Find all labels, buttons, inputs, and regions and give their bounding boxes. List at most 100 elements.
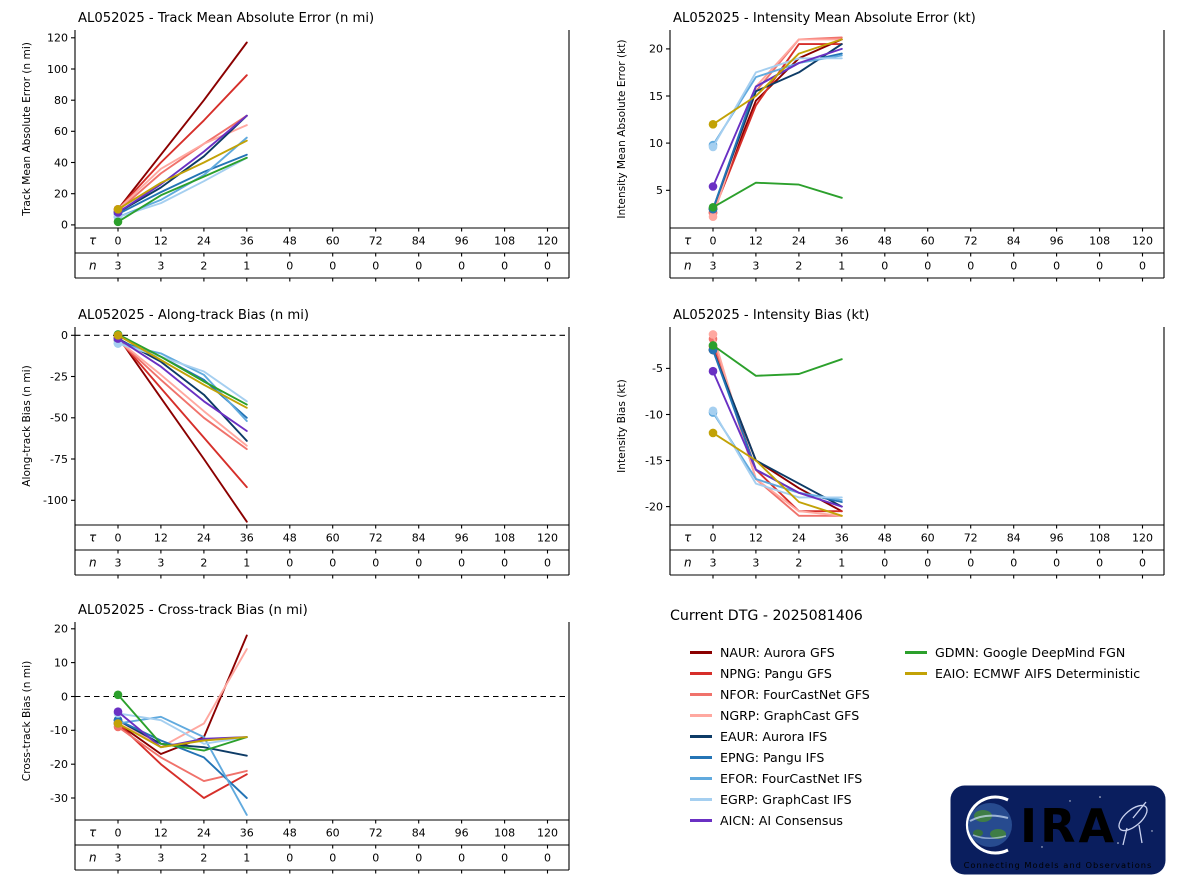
y-axis: Intensity Mean Absolute Error (kt) 5 10 15 2… xyxy=(616,39,670,219)
tau-row: τ 0 12 24 36 48 60 72 84 96 108 120 xyxy=(89,234,558,248)
legend-item-label: EFOR: FourCastNet IFS xyxy=(720,771,863,786)
tau-tick-label: 120 xyxy=(537,827,558,840)
series-EPNG xyxy=(712,52,843,211)
n-count-label: 0 xyxy=(286,260,293,273)
tau-tick-label: 36 xyxy=(835,235,849,248)
series-GDMN xyxy=(117,333,248,406)
legend-item-nfor: NFOR: FourCastNet GFS xyxy=(690,684,905,705)
legend-item-label: EPNG: Pangu IFS xyxy=(720,750,825,765)
cira-logo: IRA Connecting Models and Observations xyxy=(950,785,1166,881)
n-count-label: 2 xyxy=(200,260,207,273)
tau-tick-label: 72 xyxy=(369,235,383,248)
tau-tick-label: 96 xyxy=(1050,235,1064,248)
y-axis-label: Along-track Bias (n mi) xyxy=(21,365,33,486)
n-count-label: 0 xyxy=(1010,260,1017,273)
tau-tick-label: 12 xyxy=(749,235,763,248)
tau-tick-label: 0 xyxy=(115,235,122,248)
legend-item-label: GDMN: Google DeepMind FGN xyxy=(935,645,1126,660)
n-count-label: 0 xyxy=(544,557,551,570)
y-tick-label: 0 xyxy=(61,219,68,232)
tau-tick-label: 96 xyxy=(1050,532,1064,545)
chart-title: AL052025 - Track Mean Absolute Error (n … xyxy=(78,11,374,26)
n-count-label: 0 xyxy=(1096,557,1103,570)
n-count-label: 0 xyxy=(501,557,508,570)
tau-tick-label: 120 xyxy=(537,235,558,248)
intensity-mae-chart: AL052025 - Intensity Mean Absolute Error… xyxy=(612,6,1172,286)
n-count-label: 0 xyxy=(329,852,336,865)
n-count-label: 0 xyxy=(286,557,293,570)
y-tick-label: -10 xyxy=(50,724,68,737)
chart-canvas: AL052025 - Along-track Bias (n mi)Along-… xyxy=(21,308,570,579)
y-tick-label: -20 xyxy=(645,500,663,513)
y-tick-label: -5 xyxy=(652,362,663,375)
tau-tick-label: 108 xyxy=(1089,235,1110,248)
series-NGRP xyxy=(712,333,843,517)
series-GDMN xyxy=(712,344,843,377)
y-tick-label: 20 xyxy=(54,188,68,201)
marker-AICN xyxy=(708,366,718,376)
n-symbol: n xyxy=(89,556,97,570)
legend-line-swatch xyxy=(690,672,712,675)
marker-AICN xyxy=(708,182,718,191)
n-row: n 3 3 2 1 0 0 0 0 0 0 0 xyxy=(684,259,1146,273)
tau-tick-label: 108 xyxy=(494,532,515,545)
series-EAUR xyxy=(712,349,843,508)
n-count-label: 3 xyxy=(752,260,759,273)
series-EAIO xyxy=(712,431,843,517)
legend-item-ngrp: NGRP: GraphCast GFS xyxy=(690,705,905,726)
legend-item-label: EGRP: GraphCast IFS xyxy=(720,792,852,807)
n-count-label: 0 xyxy=(372,260,379,273)
y-tick-label: 15 xyxy=(649,90,663,103)
axes-frame xyxy=(669,30,1165,282)
tau-tick-label: 60 xyxy=(326,827,340,840)
legend-line-swatch xyxy=(690,693,712,696)
tau-symbol: τ xyxy=(684,531,692,545)
n-count-label: 0 xyxy=(881,260,888,273)
axes-frame xyxy=(74,622,570,874)
logo-wordmark: IRA xyxy=(1020,799,1117,853)
n-count-label: 0 xyxy=(501,260,508,273)
n-count-label: 0 xyxy=(458,260,465,273)
tau-tick-label: 84 xyxy=(412,532,426,545)
y-tick-label: -50 xyxy=(50,412,68,425)
intensity-bias-chart: AL052025 - Intensity Bias (kt) Intensity … xyxy=(612,303,1172,583)
legend-line-swatch xyxy=(690,714,712,717)
logo-tagline: Connecting Models and Observations xyxy=(964,860,1153,870)
n-count-label: 2 xyxy=(200,557,207,570)
tau-tick-label: 84 xyxy=(1007,235,1021,248)
legend-item-label: NFOR: FourCastNet GFS xyxy=(720,687,870,702)
series-NFOR xyxy=(117,339,248,451)
legend-line-swatch xyxy=(690,777,712,780)
tau-tick-label: 84 xyxy=(412,235,426,248)
n-count-label: 0 xyxy=(967,260,974,273)
legend-item-label: NAUR: Aurora GFS xyxy=(720,645,835,660)
tau-tick-label: 84 xyxy=(412,827,426,840)
series-EAIO xyxy=(117,722,248,749)
model-legend: NAUR: Aurora GFS NPNG: Pangu GFS NFOR: Fou… xyxy=(690,642,1180,831)
n-count-label: 0 xyxy=(415,852,422,865)
tau-tick-label: 0 xyxy=(115,532,122,545)
axes-frame xyxy=(74,327,570,579)
marker-GDMN xyxy=(113,217,123,227)
marker-EGRP xyxy=(708,142,718,152)
y-tick-label: -20 xyxy=(50,758,68,771)
legend-item-egrp: EGRP: GraphCast IFS xyxy=(690,789,905,810)
tau-tick-label: 60 xyxy=(326,532,340,545)
marker-AICN xyxy=(113,707,123,716)
series-NPNG xyxy=(117,74,248,211)
tau-tick-label: 72 xyxy=(369,532,383,545)
chart-canvas: AL052025 - Intensity Bias (kt) Intensity … xyxy=(616,308,1165,579)
tau-tick-label: 72 xyxy=(369,827,383,840)
tau-tick-label: 36 xyxy=(240,827,254,840)
y-tick-label: 0 xyxy=(61,329,68,342)
n-symbol: n xyxy=(89,851,97,865)
series-NGRP xyxy=(117,339,248,447)
series-EGRP xyxy=(117,342,248,403)
legend-item-eaio: EAIO: ECMWF AIFS Deterministic xyxy=(905,663,1140,684)
n-count-label: 0 xyxy=(544,852,551,865)
chart-title: AL052025 - Intensity Bias (kt) xyxy=(673,308,869,323)
tau-tick-label: 48 xyxy=(283,827,297,840)
y-tick-label: 60 xyxy=(54,125,68,138)
y-axis-label: Intensity Bias (kt) xyxy=(616,379,628,473)
